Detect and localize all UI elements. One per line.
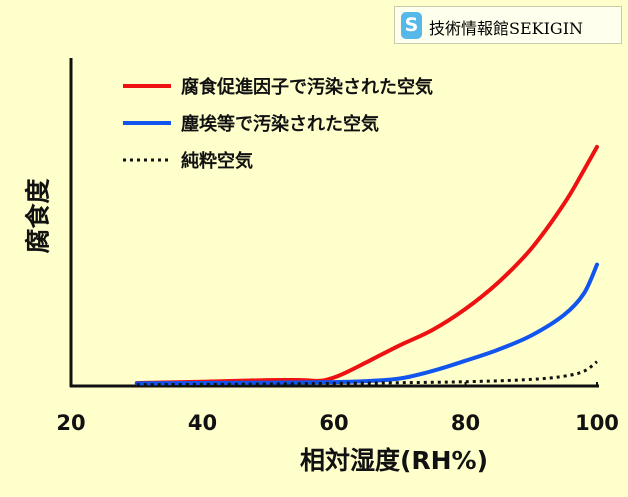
legend-label-2: 塵埃等で汚染された空気 <box>181 113 379 135</box>
chart-series <box>134 144 599 387</box>
x-tick-label: 20 <box>56 411 85 435</box>
sekigin-badge: S 技術情報館SEKIGIN <box>394 6 622 44</box>
s-logo-icon: S <box>401 12 422 39</box>
series-line-3 <box>136 360 598 387</box>
x-tick-label: 100 <box>575 411 619 435</box>
legend-label-1: 腐食促進因子で汚染された空気 <box>181 76 433 98</box>
chart-axes <box>69 58 599 388</box>
series-line-1 <box>134 144 599 385</box>
x-tick-label: 80 <box>451 411 480 435</box>
series-line-2 <box>134 262 599 386</box>
legend-label-3: 純粋空気 <box>181 150 253 172</box>
badge-text: 技術情報館SEKIGIN <box>429 19 584 38</box>
x-tick-label: 60 <box>319 411 348 435</box>
x-tick-label: 40 <box>188 411 217 435</box>
chart-labels: 20 40 60 80 100 相対湿度(RH%) 腐食度 <box>24 178 619 475</box>
y-axis-title: 腐食度 <box>24 178 53 253</box>
x-axis-title: 相対湿度(RH%) <box>300 446 488 475</box>
